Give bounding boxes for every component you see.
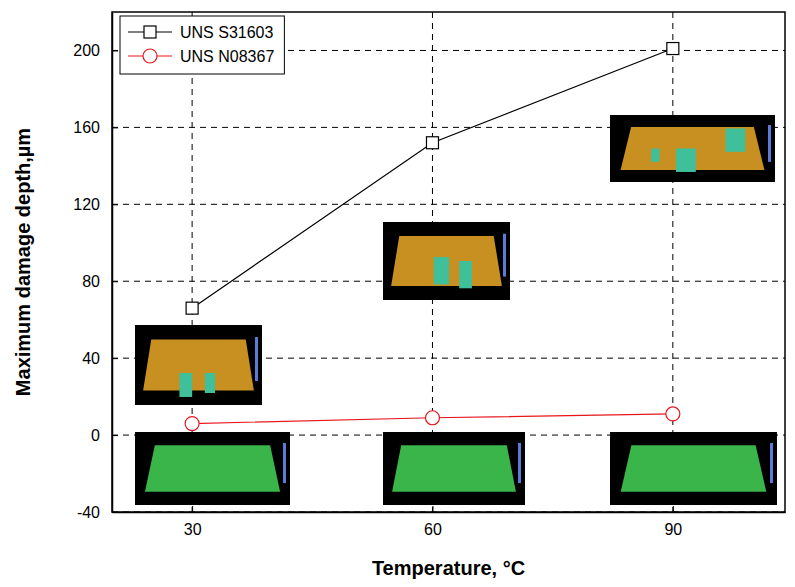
chart: 30 60 90 -40 0 40 80 120 160 200 UNS S31603 UNS N08… — [0, 0, 795, 587]
image-pit — [651, 149, 659, 162]
image-pit — [205, 373, 215, 393]
image-surface — [143, 339, 254, 390]
image-ground — [383, 222, 510, 300]
surface-image — [383, 222, 510, 300]
tick: 60 — [424, 506, 442, 538]
data-point — [425, 411, 439, 425]
plot-frame — [112, 12, 785, 512]
legend-label: UNS N08367 — [180, 48, 274, 65]
image-colorbar — [768, 125, 771, 162]
tick-label: 0 — [91, 427, 100, 444]
image-ground — [610, 115, 775, 182]
axis-line — [113, 512, 786, 514]
surface-image — [135, 325, 262, 405]
marks — [185, 43, 680, 431]
tick-mark — [432, 506, 433, 512]
tick-mark — [112, 435, 118, 436]
grid — [112, 12, 785, 512]
tick-mark — [112, 512, 118, 513]
surface-image — [383, 432, 525, 505]
image-surface — [391, 236, 502, 286]
tick-mark — [673, 506, 674, 512]
tick-label: 160 — [73, 119, 100, 136]
tick-mark — [112, 358, 118, 359]
legend-box — [120, 16, 284, 74]
tick: 0 — [91, 427, 118, 444]
tick-mark — [192, 506, 193, 512]
surface-image — [135, 432, 290, 505]
tick: 160 — [73, 119, 118, 136]
image-surface — [621, 445, 767, 492]
data-point — [666, 407, 680, 421]
image-ground — [383, 432, 525, 505]
image-colorbar — [283, 443, 286, 483]
legend-marker — [144, 26, 156, 38]
tick-label: 120 — [73, 196, 100, 213]
tick-mark — [112, 204, 118, 205]
tick-label: 60 — [424, 521, 442, 538]
image-pit — [179, 373, 192, 397]
tick-mark — [112, 281, 118, 282]
surface-image — [610, 432, 777, 505]
image-surface — [145, 445, 280, 492]
tick-mark — [112, 50, 118, 51]
tick: 120 — [73, 196, 118, 213]
surface-image — [610, 115, 775, 182]
plot — [112, 12, 785, 512]
y-axis-title: Maximum damage depth,µm — [12, 128, 34, 396]
tick-label: 40 — [82, 350, 100, 367]
tick: 90 — [664, 506, 682, 538]
image-ground — [135, 432, 290, 505]
tick-label: -40 — [77, 504, 100, 521]
data-point — [667, 43, 679, 55]
image-surface — [392, 445, 516, 492]
image-pit — [459, 261, 472, 288]
y-axis: -40 0 40 80 120 160 200 — [73, 13, 118, 521]
image-pit — [726, 128, 746, 151]
grid-line — [112, 204, 785, 205]
legend-marker — [143, 49, 157, 63]
series-line — [192, 49, 673, 309]
tick: 30 — [184, 506, 202, 538]
image-colorbar — [770, 443, 773, 483]
tick: 200 — [73, 42, 118, 59]
x-axis-title: Temperature, °C — [372, 557, 525, 579]
image-colorbar — [503, 234, 506, 277]
image-ground — [610, 432, 777, 505]
tick: 80 — [82, 273, 118, 290]
axis-line — [112, 13, 114, 513]
tick: -40 — [77, 504, 118, 521]
tick: 40 — [82, 350, 118, 367]
image-colorbar — [518, 443, 521, 483]
x-axis: 30 60 90 — [113, 506, 786, 538]
tick-label: 30 — [184, 521, 202, 538]
tick-label: 80 — [82, 273, 100, 290]
image-pit — [676, 149, 696, 172]
surface-images — [135, 115, 777, 505]
tick-mark — [112, 127, 118, 128]
tick-label: 200 — [73, 42, 100, 59]
data-point — [185, 417, 199, 431]
legend: UNS S31603 UNS N08367 — [120, 16, 284, 74]
data-point — [426, 137, 438, 149]
image-ground — [135, 325, 262, 405]
plot-front: 30 60 90 -40 0 40 80 120 160 200 UNS S31603 UNS N08… — [73, 12, 785, 538]
tick-label: 90 — [664, 521, 682, 538]
data-point — [186, 302, 198, 314]
legend-label: UNS S31603 — [180, 24, 273, 41]
image-colorbar — [255, 337, 258, 381]
image-pit — [434, 257, 449, 284]
